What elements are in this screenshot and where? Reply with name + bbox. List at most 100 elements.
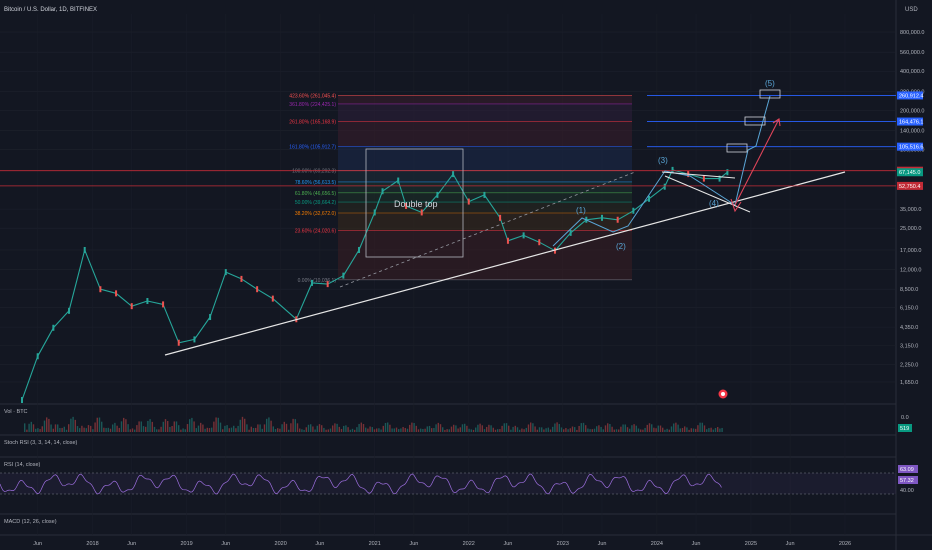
price-tick-label: 35,000.0	[900, 207, 921, 213]
volume-bar	[692, 428, 695, 432]
volume-bar	[263, 424, 266, 432]
wave-5-label: (5)	[765, 79, 775, 88]
volume-bar	[420, 428, 422, 432]
red-arrow[interactable]	[734, 118, 780, 206]
fib-level-label: 261.80% (165,168.9)	[289, 119, 336, 125]
fib-band	[338, 121, 632, 147]
volume-bar	[382, 425, 384, 432]
volume-bar	[244, 418, 246, 432]
volume-bar	[387, 422, 389, 432]
fib-level-label: 61.80% (46,656.5)	[295, 191, 336, 197]
price-point	[506, 237, 509, 244]
dashed-trend-line[interactable]	[339, 171, 636, 288]
volume-bar	[294, 419, 296, 432]
projection-path[interactable]	[734, 95, 771, 206]
stoch-rsi-title[interactable]: Stoch RSI (3, 3, 14, 14, close)	[4, 440, 78, 446]
volume-bar	[510, 429, 512, 432]
volume-bar	[426, 426, 428, 432]
volume-bar	[151, 421, 153, 432]
volume-bar	[149, 419, 151, 432]
volume-bar	[145, 426, 147, 432]
volume-bar	[373, 429, 376, 432]
time-tick-label: Jun	[598, 541, 607, 547]
price-tag	[897, 142, 923, 151]
price-point	[146, 298, 149, 305]
volume-bar	[521, 428, 523, 432]
volume-bar	[428, 425, 431, 432]
volume-bar	[519, 429, 521, 432]
volume-bar	[459, 427, 461, 432]
price-point	[68, 307, 71, 314]
volume-bar	[468, 428, 470, 432]
price-tick-label: 100,000.0	[900, 148, 924, 154]
wave-path[interactable]	[552, 170, 736, 247]
volume-bar	[424, 428, 426, 432]
volume-bar	[598, 425, 600, 432]
fib-band	[338, 213, 632, 231]
price-point	[21, 397, 23, 403]
price-tick-label: 6,150.0	[900, 306, 918, 312]
volume-bar	[620, 426, 622, 432]
volume-bar	[569, 428, 571, 432]
volume-bar	[79, 428, 81, 432]
fib-level-label: 423.60% (261,045.4)	[289, 93, 336, 99]
price-point	[240, 275, 243, 282]
rsi-title[interactable]: RSI (14, close)	[4, 462, 41, 468]
volume-bar	[494, 429, 497, 432]
wedge-upper[interactable]	[661, 171, 736, 179]
volume-bar	[329, 428, 332, 432]
target-box[interactable]	[726, 143, 748, 153]
wedge-lower[interactable]	[664, 175, 751, 213]
volume-bar	[142, 426, 145, 432]
volume-bar	[283, 421, 285, 432]
volume-bar	[538, 427, 541, 432]
volume-bar	[129, 429, 131, 432]
volume-bar	[178, 425, 180, 432]
price-point	[209, 314, 212, 321]
volume-bar	[512, 426, 514, 432]
macd-title[interactable]: MACD (12, 26, close)	[4, 519, 57, 525]
volume-bar	[233, 425, 235, 432]
volume-bar	[699, 422, 701, 432]
volume-bar	[530, 422, 532, 432]
volume-bar	[472, 429, 475, 432]
volume-bar	[334, 423, 336, 432]
volume-bar	[701, 422, 703, 432]
volume-bar	[252, 427, 255, 432]
double-top-box[interactable]	[365, 148, 464, 258]
volume-bar	[717, 426, 719, 432]
price-tick-label: 560,000.0	[900, 50, 924, 56]
volume-bar	[384, 422, 387, 432]
volume-bar	[211, 427, 213, 432]
price-tag	[897, 181, 923, 190]
time-tick-label: 2020	[275, 541, 287, 547]
volume-bar	[277, 428, 279, 432]
volume-bar	[230, 427, 233, 432]
target-box[interactable]	[759, 89, 781, 99]
volume-bar	[292, 418, 294, 432]
volume-bar	[681, 427, 684, 432]
target-box[interactable]	[744, 116, 766, 126]
volume-bar	[204, 428, 206, 432]
volume-bar	[442, 427, 444, 432]
volume-bar	[105, 428, 107, 432]
price-point	[115, 290, 118, 297]
currency-label[interactable]: USD	[905, 7, 918, 13]
volume-bar	[481, 425, 483, 432]
volume-bar	[279, 428, 281, 432]
volume-bar	[327, 429, 329, 432]
volume-bar	[101, 421, 103, 432]
price-point	[177, 339, 180, 346]
volume-bar	[81, 425, 83, 432]
fib-band	[338, 202, 632, 214]
volume-bar	[85, 428, 87, 432]
volume-bar	[349, 429, 351, 432]
time-tick-label: Jun	[315, 541, 324, 547]
drawings	[0, 89, 896, 356]
volume-title[interactable]: Vol · BTC	[4, 409, 28, 415]
price-point	[499, 214, 502, 221]
volume-bar	[600, 426, 602, 432]
volume-bar	[175, 421, 178, 432]
volume-bar	[686, 427, 688, 432]
